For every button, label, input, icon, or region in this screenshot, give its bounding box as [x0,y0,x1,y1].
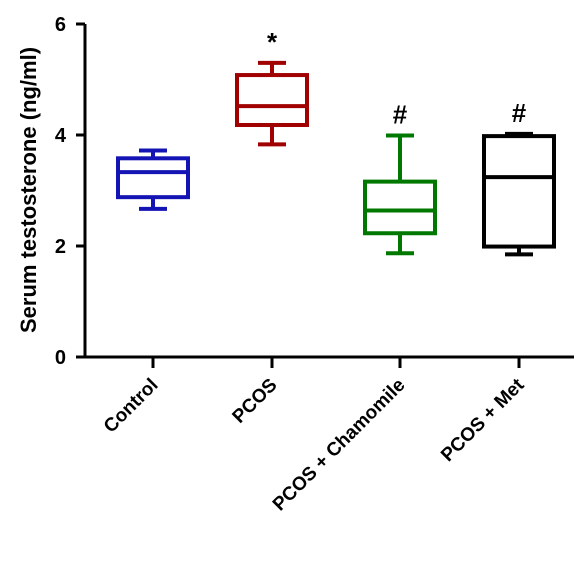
y-tick-label: 4 [55,125,67,147]
box-pcos-chamomile: # [363,100,437,256]
iqr-box [482,134,556,249]
boxes: * # # [116,27,556,257]
significance-marker: * [267,27,278,57]
iqr-box [363,179,437,236]
box-control [116,148,190,211]
y-tick-label: 0 [55,347,66,369]
significance-marker: # [512,98,527,128]
y-ticks: 0 2 4 6 [55,14,85,369]
x-ticks [151,357,521,368]
y-tick-label: 2 [55,236,66,258]
category-label: PCOS [229,375,282,428]
category-label: Control [100,375,163,438]
box-pcos: * [235,27,309,147]
significance-marker: # [393,100,408,130]
iqr-box [116,156,190,200]
category-label: PCOS + Met [437,374,529,466]
iqr-box [235,73,309,128]
axes [83,24,574,359]
y-tick-label: 6 [55,14,66,36]
category-label: PCOS + Chamomile [269,375,410,516]
y-axis-title: Serum testosterone (ng/ml) [16,47,41,333]
box-pcos-met: # [482,98,556,257]
